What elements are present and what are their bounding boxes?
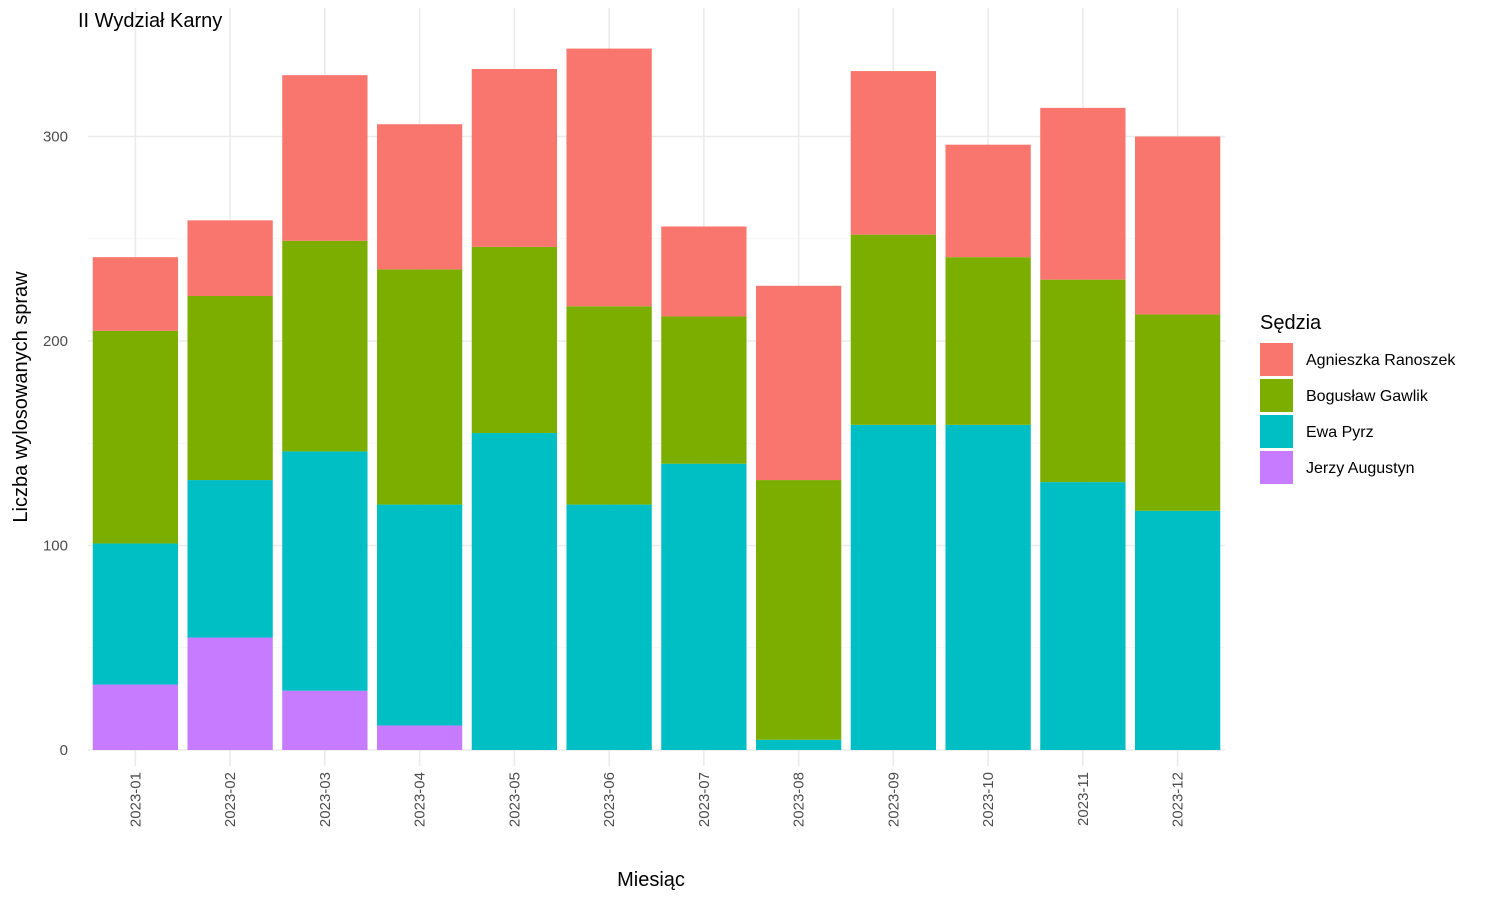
bar-segment: [282, 75, 368, 241]
legend-items: Agnieszka Ranoszek Bogusław Gawlik Ewa Pyr…: [1260, 343, 1456, 484]
bar-segment: [1040, 279, 1126, 483]
legend: Sędzia Agnieszka Ranoszek Bogusław Gawlik…: [1260, 312, 1456, 484]
bar-segment: [187, 296, 273, 481]
bar-segment: [471, 69, 558, 247]
bar-segment: [282, 240, 368, 452]
bar-segment: [376, 124, 463, 270]
y-tick-label: 300: [43, 129, 68, 146]
x-axis-title: Miesiąc: [617, 869, 685, 891]
legend-title: Sędzia: [1260, 312, 1322, 334]
legend-key: [1260, 451, 1293, 484]
bar-segment: [282, 690, 368, 750]
y-tick-label: 0: [60, 742, 68, 759]
tick-labels: 0 100 200 300 2023-01 2023-02 2023-03 2023-04 20…: [43, 129, 1187, 828]
x-tick-label: 2023-10: [980, 772, 997, 827]
bar-segment: [376, 504, 463, 726]
bar-segment: [850, 424, 937, 750]
bar-segment: [661, 226, 747, 317]
y-tick-label: 200: [43, 333, 68, 350]
x-tick-label: 2023-01: [127, 772, 144, 827]
bar-segment: [376, 725, 463, 750]
bar-segment: [661, 316, 747, 464]
bar-segment: [945, 424, 1031, 750]
x-tick-label: 2023-04: [412, 772, 429, 827]
bar-segment: [661, 463, 747, 750]
bar-segment: [187, 480, 273, 638]
bar-segment: [1134, 136, 1221, 315]
bar-segment: [92, 257, 179, 331]
legend-label: Bogusław Gawlik: [1306, 388, 1429, 405]
bar-segment: [945, 144, 1031, 258]
bar-segment: [1040, 482, 1126, 750]
bar-segment: [471, 246, 558, 434]
bar-segment: [1134, 510, 1221, 750]
x-tick-label: 2023-06: [601, 772, 618, 827]
bar-segment: [187, 220, 273, 297]
bar-segment: [755, 480, 842, 740]
bar-segment: [1040, 107, 1126, 280]
x-tick-label: 2023-11: [1075, 772, 1092, 826]
legend-label: Jerzy Augustyn: [1306, 460, 1415, 477]
legend-label: Agnieszka Ranoszek: [1306, 352, 1456, 369]
x-tick-label: 2023-05: [506, 772, 523, 827]
bar-segment: [92, 543, 179, 685]
bar-segment: [850, 234, 937, 425]
x-tick-label: 2023-09: [885, 772, 902, 827]
bar-segment: [187, 637, 273, 750]
bar-segment: [1134, 314, 1221, 511]
bar-segment: [471, 433, 558, 750]
legend-key: [1260, 415, 1293, 448]
bar-segment: [850, 71, 937, 235]
bar-segment: [566, 306, 652, 505]
chart-title: II Wydział Karny: [78, 10, 222, 32]
legend-key: [1260, 379, 1293, 412]
y-tick-label: 100: [43, 538, 68, 555]
x-tick-label: 2023-08: [791, 772, 808, 827]
x-tick-label: 2023-07: [696, 772, 713, 827]
bar-segment: [376, 269, 463, 505]
bar-segment: [755, 739, 842, 750]
y-axis-title: Liczba wylosowanych spraw: [10, 271, 32, 523]
bar-segment: [92, 684, 179, 750]
bar-segment: [282, 451, 368, 691]
x-tick-label: 2023-12: [1170, 772, 1187, 827]
bar-segment: [755, 285, 842, 481]
legend-label: Ewa Pyrz: [1306, 424, 1374, 441]
bar-segment: [945, 257, 1031, 425]
legend-key: [1260, 343, 1293, 376]
bar-segment: [566, 504, 652, 750]
x-tick-label: 2023-03: [317, 772, 334, 827]
x-tick-label: 2023-02: [222, 772, 239, 827]
bars-layer: [92, 48, 1221, 750]
bar-segment: [566, 48, 652, 307]
bar-segment: [92, 330, 179, 544]
